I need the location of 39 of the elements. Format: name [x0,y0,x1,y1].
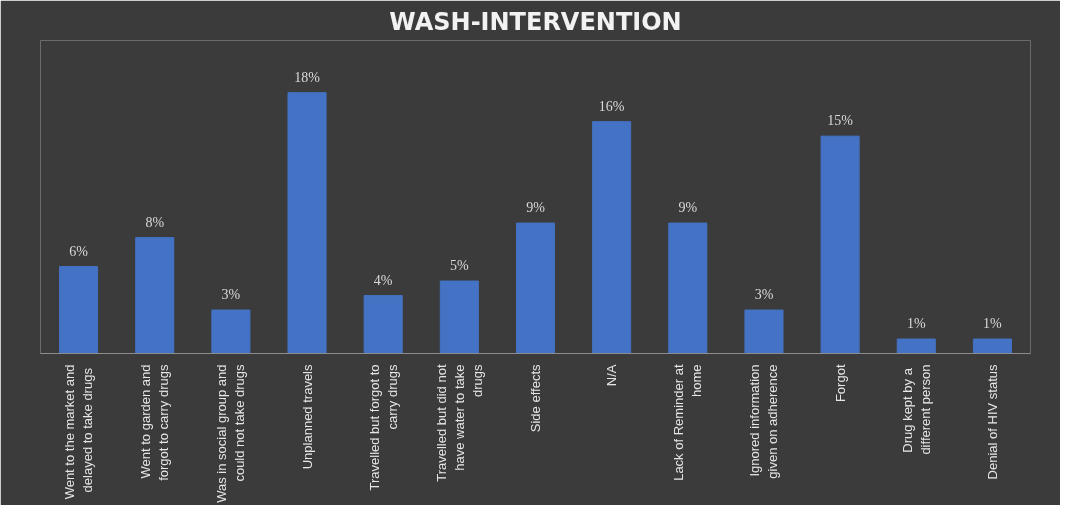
bar [896,338,936,354]
x-tick-label: Drug kept by a different person [899,364,933,455]
data-label: 8% [145,214,165,230]
data-label: 1% [983,316,1003,332]
data-label: 5% [450,258,470,274]
data-label: 3% [221,287,241,303]
chart-title: WASH-INTERVENTION [389,7,682,36]
bar [972,338,1012,354]
data-label: 1% [906,316,926,332]
data-label: 3% [754,287,774,303]
data-label: 4% [373,272,393,288]
bar [592,121,632,354]
x-tick-label: Went to the market and delayed to take drugs [62,364,96,500]
x-tick-label: Travelled but forgot to carry drugs [366,364,400,491]
bar [439,280,479,354]
x-tick-label: Ignored information given on adherence [747,364,781,479]
x-tick-label: Side effects [528,364,543,433]
data-label: 18% [294,69,321,85]
x-tick-label: Lack of Reminder at home [671,364,705,481]
bar [515,222,556,354]
bar [363,295,403,354]
bar [211,309,251,354]
bar [744,309,784,354]
data-label: 15% [827,113,854,129]
bar [135,237,175,354]
x-tick-label: Unplanned travels [299,364,315,470]
x-tick-label: Forgot [832,364,848,403]
bar [668,222,708,354]
data-label: 9% [526,200,546,216]
data-label: 9% [678,200,698,216]
data-label: 6% [69,243,89,259]
bar [820,135,860,354]
x-tick-label: Went to garden and forgot to carry drugs [138,364,172,481]
x-tick-label: Travelled but did not have water to take drugs [433,364,485,482]
bar [59,266,99,354]
x-tick-label: Denial of HIV status [984,364,1000,480]
data-label: 16% [598,98,625,114]
x-tick-label: N/A [604,364,620,387]
bar [287,92,327,354]
